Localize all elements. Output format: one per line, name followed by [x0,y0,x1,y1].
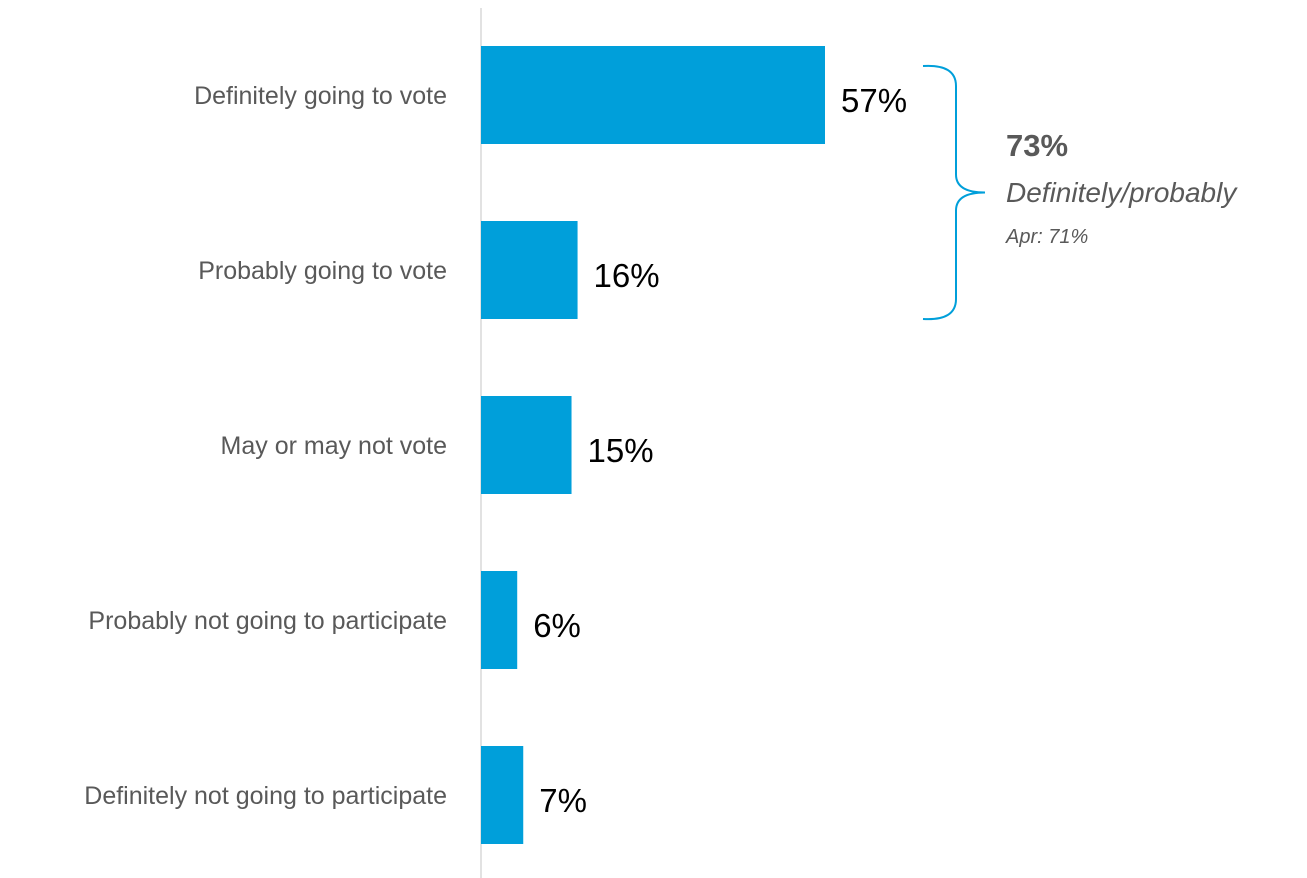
category-label-0: Definitely going to vote [194,82,447,110]
callout-annotation: 73% Definitely/probably Apr: 71% [922,64,1238,321]
category-labels-group: Definitely going to vote Probably going t… [84,82,447,810]
category-label-3: Probably not going to participate [88,607,447,635]
callout-value: 73% [1006,128,1068,163]
callout-bracket [922,64,986,321]
value-label-1: 16% [594,257,660,294]
bar-2 [481,396,572,494]
bar-3 [481,571,518,669]
bar-0 [481,46,825,144]
value-label-2: 15% [588,432,654,469]
bars-group [481,46,825,844]
callout-label: Definitely/probably [1006,177,1238,208]
value-labels-group: 57% 16% 15% 6% 7% [533,82,907,819]
bar-1 [481,221,578,319]
category-label-4: Definitely not going to participate [84,782,447,810]
category-label-2: May or may not vote [221,432,447,460]
value-label-3: 6% [533,607,581,644]
value-label-0: 57% [841,82,907,119]
bar-4 [481,746,524,844]
callout-sub: Apr: 71% [1005,226,1088,248]
category-label-1: Probably going to vote [198,257,447,285]
value-label-4: 7% [539,782,587,819]
